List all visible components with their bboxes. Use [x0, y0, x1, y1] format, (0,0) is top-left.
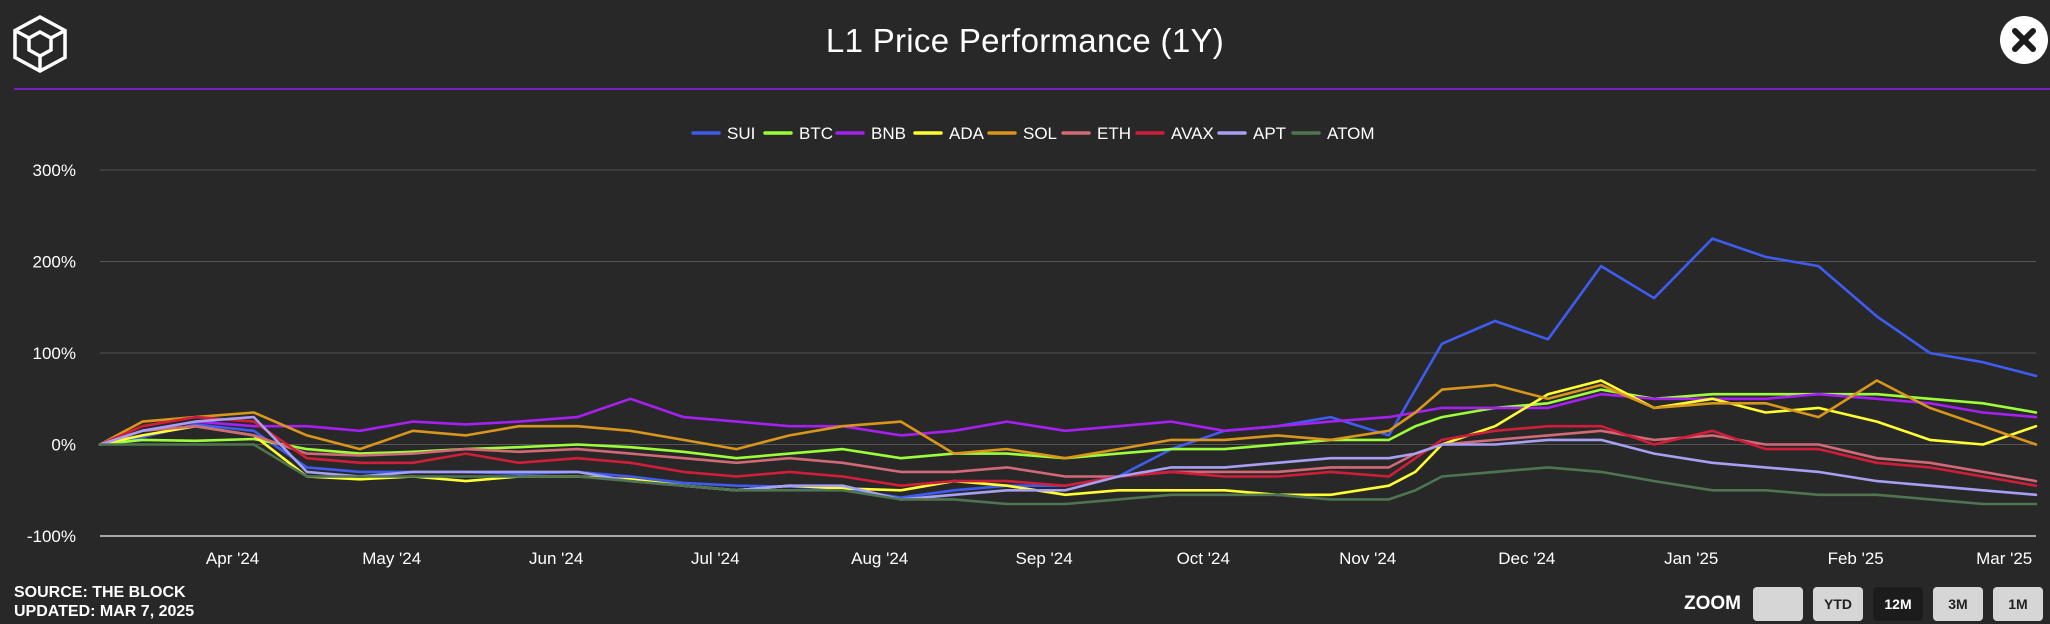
x-tick-label: Oct '24	[1177, 549, 1230, 568]
x-tick-label: Dec '24	[1498, 549, 1555, 568]
zoom-button-1m[interactable]: 1M	[1993, 587, 2043, 621]
series-line-eth	[98, 424, 2038, 483]
y-tick-label: 100%	[33, 344, 76, 363]
x-tick-label: Sep '24	[1016, 549, 1073, 568]
legend-label: APT	[1253, 124, 1286, 143]
series-line-btc	[98, 388, 2038, 460]
series-line-sol	[98, 379, 2038, 460]
series-line-apt	[98, 415, 2038, 501]
x-tick-label: Feb '25	[1828, 549, 1884, 568]
series-line-atom	[98, 443, 2038, 506]
x-tick-label: Jan '25	[1664, 549, 1718, 568]
x-tick-label: Jul '24	[691, 549, 740, 568]
close-icon	[2012, 28, 2036, 52]
x-tick-label: May '24	[362, 549, 421, 568]
zoom-button-12m[interactable]: 12M	[1873, 587, 1923, 621]
legend-label: SUI	[727, 124, 755, 143]
header: L1 Price Performance (1Y)	[0, 0, 2050, 88]
series-line-avax	[98, 415, 2038, 488]
close-button[interactable]	[2000, 16, 2048, 64]
legend-item-ada: ADA	[913, 124, 985, 143]
zoom-button-blank[interactable]	[1753, 587, 1803, 621]
legend-item-eth: ETH	[1061, 124, 1131, 143]
source-note: SOURCE: THE BLOCK UPDATED: MAR 7, 2025	[14, 583, 194, 621]
legend-item-avax: AVAX	[1135, 124, 1214, 143]
header-divider	[14, 88, 2050, 90]
legend-label: ADA	[949, 124, 985, 143]
y-tick-label: 300%	[33, 161, 76, 180]
legend-label: AVAX	[1171, 124, 1214, 143]
updated-label: UPDATED: MAR 7, 2025	[14, 603, 195, 620]
legend-item-atom: ATOM	[1291, 124, 1375, 143]
zoom-button-3m[interactable]: 3M	[1933, 587, 1983, 621]
legend-label: ETH	[1097, 124, 1131, 143]
x-tick-label: Nov '24	[1339, 549, 1396, 568]
y-tick-label: 200%	[33, 253, 76, 272]
legend-item-bnb: BNB	[835, 124, 906, 143]
line-chart: -100% 0% 100% 200% 300% Apr '24 May '24 Jun '24…	[27, 124, 2038, 568]
zoom-button-ytd[interactable]: YTD	[1813, 587, 1863, 621]
legend-item-sol: SOL	[987, 124, 1057, 143]
legend-label: BNB	[871, 124, 906, 143]
source-label: SOURCE: THE BLOCK	[14, 584, 186, 601]
the-block-cube-logo-icon	[13, 15, 67, 73]
x-tick-label: Mar '25	[1976, 549, 2032, 568]
zoom-label: ZOOM	[1684, 593, 1741, 614]
y-tick-label: 0%	[51, 436, 76, 455]
page-title: L1 Price Performance (1Y)	[825, 22, 1225, 59]
legend-label: ATOM	[1327, 124, 1375, 143]
zoom-controls: ZOOM YTD 12M 3M 1M	[1684, 586, 2043, 622]
legend-item-sui: SUI	[691, 124, 755, 143]
x-tick-label: Jun '24	[529, 549, 583, 568]
legend-item-apt: APT	[1217, 124, 1286, 143]
x-tick-label: Aug '24	[851, 549, 908, 568]
legend-item-btc: BTC	[763, 124, 833, 143]
legend-label: BTC	[799, 124, 833, 143]
y-tick-label: -100%	[27, 527, 76, 546]
legend-label: SOL	[1023, 124, 1057, 143]
series-line-bnb	[98, 392, 2038, 446]
x-tick-label: Apr '24	[206, 549, 259, 568]
